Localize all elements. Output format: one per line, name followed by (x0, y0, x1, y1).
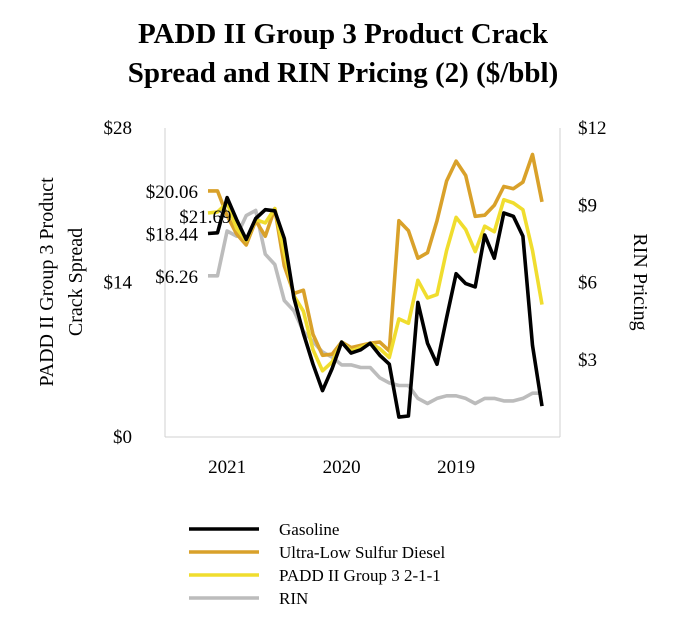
series-line-rin (208, 208, 542, 406)
x-tick-label: 2020 (323, 457, 361, 478)
annotation-label: $20.06 (146, 182, 198, 203)
plot-area (164, 128, 561, 438)
left-tick-label: $28 (104, 118, 133, 139)
annotation-label: $18.44 (146, 225, 199, 246)
legend-label: Ultra-Low Sulfur Diesel (279, 543, 445, 562)
annotation-label: $6.26 (155, 267, 198, 288)
right-tick-label: $3 (578, 350, 597, 371)
legend-item-ultra-low-sulfur-diesel: Ultra-Low Sulfur Diesel (189, 543, 445, 562)
chart-title-line-1: PADD II Group 3 Product Crack (138, 18, 549, 50)
annotation-label: $21.69 (179, 207, 231, 228)
legend: Gasoline Ultra-Low Sulfur Diesel PADD II G… (189, 520, 445, 608)
right-axis-ticks: $3 $6 $9 $12 (578, 118, 607, 371)
chart-title-line-2: Spread and RIN Pricing (2) ($/bbl) (128, 57, 558, 89)
legend-item-rin: RIN (189, 589, 308, 608)
x-axis-ticks: 2021 2020 2019 (208, 457, 475, 478)
annotation-layer: $21.69 $20.06 $18.44 $6.26 (146, 182, 232, 288)
left-axis-label-line-2: Crack Spread (65, 228, 87, 336)
legend-label: PADD II Group 3 2-1-1 (279, 566, 441, 585)
left-axis-label-line-1: PADD II Group 3 Product (36, 177, 58, 387)
series-line-padd-ii-group-3-2-1-1 (207, 197, 544, 373)
right-tick-label: $9 (578, 195, 597, 216)
right-tick-label: $6 (578, 273, 597, 294)
left-tick-label: $0 (113, 427, 132, 448)
left-axis-ticks: $0 $14 $28 (104, 118, 133, 448)
series-line-ultra-low-sulfur-diesel (208, 152, 544, 358)
series-line-gasoline (207, 195, 544, 419)
x-tick-label: 2021 (208, 457, 246, 478)
x-tick-label: 2019 (437, 457, 475, 478)
series-layer (207, 152, 544, 419)
legend-label: Gasoline (279, 520, 339, 539)
right-axis-label: RIN Pricing (629, 233, 651, 330)
legend-item-gasoline: Gasoline (189, 520, 339, 539)
legend-item-padd-ii-group-3-2-1-1: PADD II Group 3 2-1-1 (189, 566, 441, 585)
legend-label: RIN (279, 589, 308, 608)
right-tick-label: $12 (578, 118, 607, 139)
left-tick-label: $14 (104, 273, 133, 294)
